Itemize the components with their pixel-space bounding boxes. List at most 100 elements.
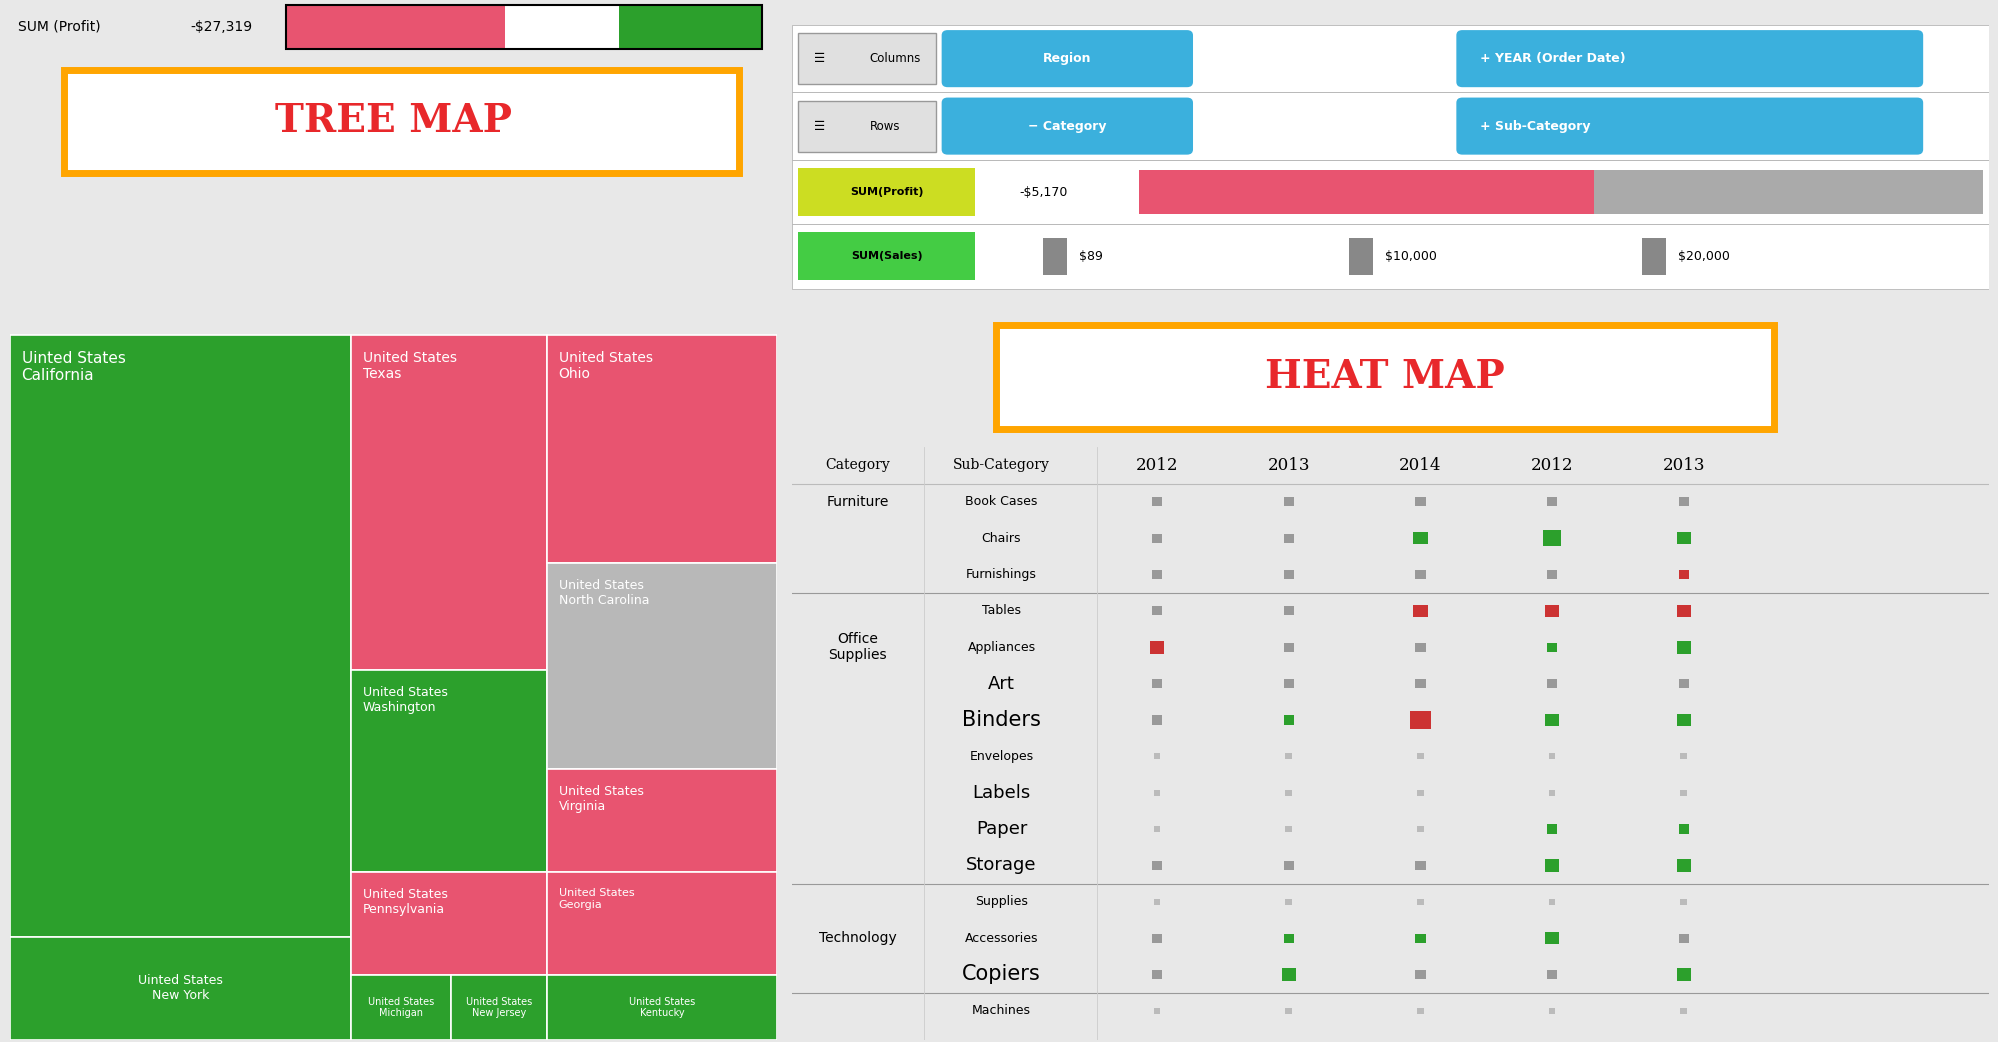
- FancyBboxPatch shape: [791, 159, 1988, 224]
- FancyBboxPatch shape: [352, 670, 547, 872]
- FancyBboxPatch shape: [1678, 679, 1688, 688]
- Text: Category: Category: [825, 458, 889, 472]
- FancyBboxPatch shape: [1676, 968, 1690, 981]
- FancyBboxPatch shape: [1283, 606, 1293, 616]
- FancyBboxPatch shape: [995, 325, 1772, 428]
- Text: -$5,170: -$5,170: [1019, 185, 1067, 199]
- FancyBboxPatch shape: [10, 336, 352, 937]
- FancyBboxPatch shape: [941, 98, 1193, 154]
- FancyBboxPatch shape: [1544, 714, 1558, 726]
- FancyBboxPatch shape: [1676, 641, 1690, 653]
- FancyBboxPatch shape: [1285, 790, 1291, 795]
- Text: Uinted States
New York: Uinted States New York: [138, 974, 224, 1002]
- FancyBboxPatch shape: [1283, 534, 1293, 543]
- FancyBboxPatch shape: [1680, 790, 1686, 795]
- FancyBboxPatch shape: [791, 93, 1988, 159]
- Text: United States
Ohio: United States Ohio: [557, 351, 651, 381]
- Text: $20,000: $20,000: [1676, 250, 1728, 263]
- FancyBboxPatch shape: [1409, 711, 1431, 729]
- FancyBboxPatch shape: [1546, 570, 1556, 579]
- FancyBboxPatch shape: [10, 937, 352, 1040]
- FancyBboxPatch shape: [1151, 716, 1161, 724]
- FancyBboxPatch shape: [1680, 1008, 1686, 1014]
- Text: Rows: Rows: [869, 120, 899, 132]
- Text: Art: Art: [987, 674, 1015, 693]
- Text: Book Cases: Book Cases: [965, 495, 1037, 508]
- FancyBboxPatch shape: [1417, 1008, 1423, 1014]
- Text: Appliances: Appliances: [967, 641, 1035, 653]
- FancyBboxPatch shape: [1457, 30, 1922, 88]
- Text: 2013: 2013: [1662, 457, 1704, 474]
- FancyBboxPatch shape: [1283, 643, 1293, 652]
- FancyBboxPatch shape: [1548, 790, 1554, 795]
- FancyBboxPatch shape: [791, 224, 1988, 289]
- FancyBboxPatch shape: [1415, 643, 1425, 652]
- FancyBboxPatch shape: [1546, 497, 1556, 506]
- FancyBboxPatch shape: [1640, 238, 1664, 275]
- FancyBboxPatch shape: [1151, 497, 1161, 506]
- FancyBboxPatch shape: [797, 232, 975, 280]
- Text: 2012: 2012: [1530, 457, 1572, 474]
- FancyBboxPatch shape: [1285, 1008, 1291, 1014]
- FancyBboxPatch shape: [1678, 934, 1688, 943]
- FancyBboxPatch shape: [1546, 970, 1556, 979]
- FancyBboxPatch shape: [1542, 530, 1560, 546]
- Text: United States
Virginia: United States Virginia: [557, 785, 643, 813]
- FancyBboxPatch shape: [1676, 714, 1690, 726]
- FancyBboxPatch shape: [1417, 790, 1423, 795]
- Text: ☰: ☰: [813, 52, 825, 66]
- Text: United States
Pennsylvania: United States Pennsylvania: [364, 888, 448, 916]
- FancyBboxPatch shape: [1415, 679, 1425, 688]
- FancyBboxPatch shape: [1417, 826, 1423, 832]
- Text: Tables: Tables: [981, 604, 1021, 618]
- Text: Chairs: Chairs: [981, 531, 1021, 545]
- FancyBboxPatch shape: [505, 5, 619, 49]
- FancyBboxPatch shape: [1151, 606, 1161, 616]
- FancyBboxPatch shape: [547, 769, 777, 872]
- Text: 2014: 2014: [1399, 457, 1441, 474]
- FancyBboxPatch shape: [1151, 861, 1161, 870]
- FancyBboxPatch shape: [547, 336, 777, 563]
- FancyBboxPatch shape: [1285, 753, 1291, 760]
- FancyBboxPatch shape: [547, 975, 777, 1040]
- Text: Supplies: Supplies: [975, 895, 1027, 909]
- FancyBboxPatch shape: [1151, 570, 1161, 579]
- Text: Sub-Category: Sub-Category: [953, 458, 1049, 472]
- Text: + YEAR (Order Date): + YEAR (Order Date): [1481, 52, 1624, 66]
- FancyBboxPatch shape: [1548, 899, 1554, 904]
- Text: 2012: 2012: [1135, 457, 1177, 474]
- FancyBboxPatch shape: [1678, 824, 1688, 834]
- FancyBboxPatch shape: [1415, 497, 1425, 506]
- Text: Copiers: Copiers: [961, 965, 1041, 985]
- Text: Technology: Technology: [819, 932, 897, 945]
- FancyBboxPatch shape: [1281, 968, 1295, 981]
- FancyBboxPatch shape: [1544, 859, 1558, 872]
- FancyBboxPatch shape: [1417, 899, 1423, 904]
- FancyBboxPatch shape: [1153, 826, 1159, 832]
- FancyBboxPatch shape: [1678, 570, 1688, 579]
- FancyBboxPatch shape: [1413, 604, 1427, 617]
- Text: Machines: Machines: [971, 1004, 1031, 1017]
- FancyBboxPatch shape: [1153, 899, 1159, 904]
- Text: United States
Washington: United States Washington: [364, 686, 448, 714]
- FancyBboxPatch shape: [1678, 497, 1688, 506]
- Text: United States
New Jersey: United States New Jersey: [466, 997, 531, 1018]
- FancyBboxPatch shape: [1285, 899, 1291, 904]
- FancyBboxPatch shape: [352, 872, 547, 975]
- FancyBboxPatch shape: [1153, 753, 1159, 760]
- Text: United States
Michigan: United States Michigan: [368, 997, 434, 1018]
- Text: Storage: Storage: [965, 857, 1037, 874]
- FancyBboxPatch shape: [1283, 861, 1293, 870]
- FancyBboxPatch shape: [1544, 932, 1558, 944]
- FancyBboxPatch shape: [1546, 679, 1556, 688]
- Text: Furnishings: Furnishings: [965, 568, 1037, 581]
- Text: HEAT MAP: HEAT MAP: [1265, 357, 1504, 396]
- Text: SUM (Profit): SUM (Profit): [18, 20, 100, 34]
- Text: 2013: 2013: [1267, 457, 1309, 474]
- FancyBboxPatch shape: [1415, 934, 1425, 943]
- FancyBboxPatch shape: [1151, 934, 1161, 943]
- Text: United States
Georgia: United States Georgia: [557, 888, 633, 910]
- FancyBboxPatch shape: [1283, 716, 1293, 724]
- FancyBboxPatch shape: [1283, 497, 1293, 506]
- FancyBboxPatch shape: [941, 30, 1193, 88]
